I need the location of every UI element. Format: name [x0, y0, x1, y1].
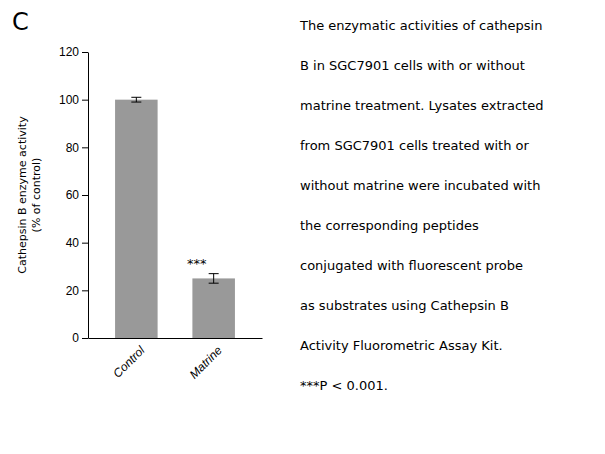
y-axis-title: Cathepsin B enzyme activity(% of control… [16, 116, 43, 274]
y-tick: 40 [66, 236, 88, 250]
y-tick-label: 0 [72, 331, 79, 345]
caption-line: without matrine were incubated with [300, 178, 540, 193]
caption-line: conjugated with fluorescent probe [300, 258, 523, 273]
y-tick: 80 [66, 141, 88, 155]
y-tick-label: 120 [59, 45, 79, 59]
bars [115, 97, 235, 338]
y-tick: 100 [59, 93, 88, 107]
y-tick-label: 40 [66, 236, 80, 250]
y-tick-label: 80 [66, 141, 80, 155]
x-axis: Control Matrine [89, 339, 263, 382]
error-bar-cap [209, 283, 219, 284]
y-tick-label: 60 [66, 188, 80, 202]
y-axis: 0 20 40 60 80 100 120 [59, 45, 89, 345]
y-tick-mark [82, 290, 88, 291]
y-tick-label: 100 [59, 93, 79, 107]
bar [115, 100, 158, 338]
caption-line: the corresponding peptides [300, 218, 479, 233]
x-tick-label: Matrine [187, 343, 225, 381]
x-tick: Matrine [187, 343, 225, 381]
y-tick-label: 20 [66, 284, 80, 298]
caption-line: Activity Fluorometric Assay Kit. [300, 338, 503, 353]
panel-label: C [12, 8, 29, 36]
error-bar [209, 274, 219, 284]
y-tick: 0 [72, 331, 88, 345]
caption-line: The enzymatic activities of cathepsin [299, 18, 542, 33]
significance-label: *** [187, 256, 207, 271]
caption-line: as substrates using Cathepsin B [300, 298, 509, 313]
y-tick-mark [82, 100, 88, 101]
y-tick: 60 [66, 188, 88, 202]
x-axis-line [89, 338, 263, 339]
caption-line: B in SGC7901 cells with or without [300, 58, 525, 73]
y-tick-mark [82, 147, 88, 148]
error-bar-stem [136, 97, 137, 102]
bar [192, 278, 235, 338]
y-tick: 120 [59, 45, 88, 59]
error-bar-stem [213, 274, 214, 284]
error-bar [131, 97, 141, 102]
caption-line: from SGC7901 cells treated with or [300, 138, 530, 153]
caption-line: ***P < 0.001. [300, 378, 388, 393]
chart: 0 20 40 60 80 100 120 Control Matrine *** Cathepsi… [0, 0, 605, 454]
y-tick-mark [82, 52, 88, 53]
caption-line: matrine treatment. Lysates extracted [300, 98, 543, 113]
error-bar-cap [209, 273, 219, 274]
y-axis-line [88, 53, 89, 339]
y-tick-mark [82, 338, 88, 339]
error-bar-cap [131, 102, 141, 103]
y-tick-mark [82, 243, 88, 244]
y-tick-mark [82, 195, 88, 196]
error-bar-cap [131, 97, 141, 98]
x-tick: Control [110, 343, 147, 380]
x-tick-label: Control [110, 343, 147, 380]
y-tick: 20 [66, 284, 88, 298]
